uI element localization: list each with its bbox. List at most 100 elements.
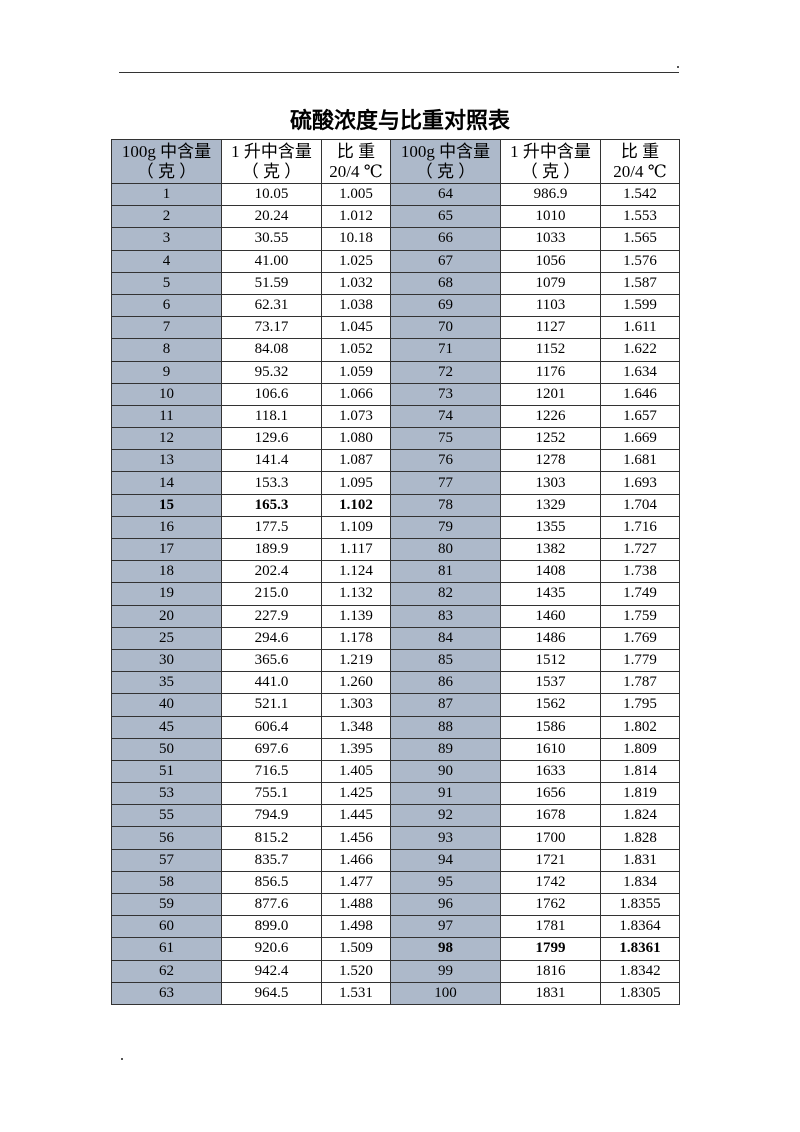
table-cell: 100 xyxy=(390,981,501,1005)
table-cell: 1586 xyxy=(500,715,601,739)
table-cell: 1816 xyxy=(500,959,601,983)
table-cell: 1.611 xyxy=(600,316,680,340)
table-cell: 1633 xyxy=(500,759,601,784)
table-cell: 83 xyxy=(390,604,501,628)
table-cell: 9 xyxy=(111,360,222,384)
table-cell: 1.032 xyxy=(321,271,391,295)
table-cell: 68 xyxy=(390,271,501,295)
table-cell: 1.059 xyxy=(321,360,391,384)
column-header: 比 重 20/4 ℃ xyxy=(600,139,680,184)
column-header-line2: （ 克 ） xyxy=(136,161,197,181)
table-cell: 16 xyxy=(111,515,222,540)
table-row: 35 441.0 1.260 86 1537 1.787 xyxy=(111,671,680,695)
table-cell: 1.456 xyxy=(321,826,391,850)
table-cell: 10.18 xyxy=(321,227,391,251)
column-header-line1: 100g 中含量 xyxy=(400,141,491,161)
table-cell: 56 xyxy=(111,826,222,850)
table-cell: 80 xyxy=(390,537,501,562)
table-cell: 1.681 xyxy=(600,449,680,473)
table-row: 45 606.4 1.348 88 1586 1.802 xyxy=(111,715,680,739)
table-row: 56 815.2 1.456 93 1700 1.828 xyxy=(111,826,680,850)
table-row: 20 227.9 1.139 83 1460 1.759 xyxy=(111,604,680,628)
table-cell: 1226 xyxy=(500,404,601,429)
table-cell: 84.08 xyxy=(221,338,322,362)
table-cell: 1.038 xyxy=(321,293,391,318)
table-cell: 64 xyxy=(390,182,501,207)
table-cell: 20.24 xyxy=(221,205,322,229)
table-cell: 82 xyxy=(390,582,501,606)
table-cell: 65 xyxy=(390,205,501,229)
table-row: 57 835.7 1.466 94 1721 1.831 xyxy=(111,848,680,872)
table-cell: 1079 xyxy=(500,271,601,295)
table-cell: 1512 xyxy=(500,648,601,673)
table-cell: 1.466 xyxy=(321,848,391,872)
table-cell: 12 xyxy=(111,427,222,451)
table-cell: 78 xyxy=(390,493,501,517)
table-cell: 794.9 xyxy=(221,804,322,828)
table-cell: 1.769 xyxy=(600,626,680,650)
table-cell: 1.814 xyxy=(600,759,680,784)
table-cell: 1056 xyxy=(500,249,601,273)
table-cell: 1435 xyxy=(500,582,601,606)
table-row: 63 964.5 1.531 100 1831 1.8305 xyxy=(111,981,680,1005)
table-cell: 1.787 xyxy=(600,671,680,695)
table-cell: 1.052 xyxy=(321,338,391,362)
table-cell: 1831 xyxy=(500,981,601,1005)
table-row: 11 118.1 1.073 74 1226 1.657 xyxy=(111,404,680,429)
table-cell: 165.3 xyxy=(221,493,322,517)
table-cell: 1.646 xyxy=(600,382,680,406)
table-cell: 899.0 xyxy=(221,915,322,939)
table-cell: 1.599 xyxy=(600,293,680,318)
table-cell: 118.1 xyxy=(221,404,322,429)
table-cell: 89 xyxy=(390,737,501,761)
table-cell: 1.693 xyxy=(600,471,680,495)
table-cell: 1.749 xyxy=(600,582,680,606)
table-cell: 11 xyxy=(111,404,222,429)
table-cell: 58 xyxy=(111,870,222,895)
table-cell: 1.219 xyxy=(321,648,391,673)
table-cell: 1.425 xyxy=(321,782,391,806)
table-cell: 1.005 xyxy=(321,182,391,207)
table-cell: 85 xyxy=(390,648,501,673)
table-cell: 1.117 xyxy=(321,537,391,562)
table-cell: 521.1 xyxy=(221,693,322,717)
table-cell: 72 xyxy=(390,360,501,384)
table-cell: 1.509 xyxy=(321,937,391,961)
table-cell: 1.124 xyxy=(321,560,391,584)
table-cell: 189.9 xyxy=(221,537,322,562)
table-cell: 1.477 xyxy=(321,870,391,895)
table-cell: 59 xyxy=(111,892,222,917)
table-cell: 96 xyxy=(390,892,501,917)
table-cell: 1.8355 xyxy=(600,892,680,917)
table-cell: 1.488 xyxy=(321,892,391,917)
table-cell: 17 xyxy=(111,537,222,562)
table-cell: 1.669 xyxy=(600,427,680,451)
table-cell: 1.109 xyxy=(321,515,391,540)
table-cell: 1486 xyxy=(500,626,601,650)
table-cell: 1562 xyxy=(500,693,601,717)
table-cell: 74 xyxy=(390,404,501,429)
table-cell: 1.178 xyxy=(321,626,391,650)
table-cell: 79 xyxy=(390,515,501,540)
table-cell: 81 xyxy=(390,560,501,584)
table-row: 7 73.17 1.045 70 1127 1.611 xyxy=(111,316,680,340)
table-cell: 98 xyxy=(390,937,501,961)
table-cell: 73.17 xyxy=(221,316,322,340)
table-cell: 1.095 xyxy=(321,471,391,495)
column-header-line1: 1 升中含量 xyxy=(510,141,591,161)
table-cell: 986.9 xyxy=(500,182,601,207)
table-cell: 1103 xyxy=(500,293,601,318)
table-cell: 1.8342 xyxy=(600,959,680,983)
column-header-line2: 20/4 ℃ xyxy=(613,161,667,181)
table-row: 61 920.6 1.509 98 1799 1.8361 xyxy=(111,937,680,961)
table-cell: 40 xyxy=(111,693,222,717)
table-cell: 8 xyxy=(111,338,222,362)
table-cell: 1.303 xyxy=(321,693,391,717)
table-cell: 177.5 xyxy=(221,515,322,540)
table-cell: 129.6 xyxy=(221,427,322,451)
table-cell: 6 xyxy=(111,293,222,318)
table-row: 15 165.3 1.102 78 1329 1.704 xyxy=(111,493,680,517)
table-cell: 63 xyxy=(111,981,222,1005)
table-cell: 1010 xyxy=(500,205,601,229)
table-cell: 1.779 xyxy=(600,648,680,673)
